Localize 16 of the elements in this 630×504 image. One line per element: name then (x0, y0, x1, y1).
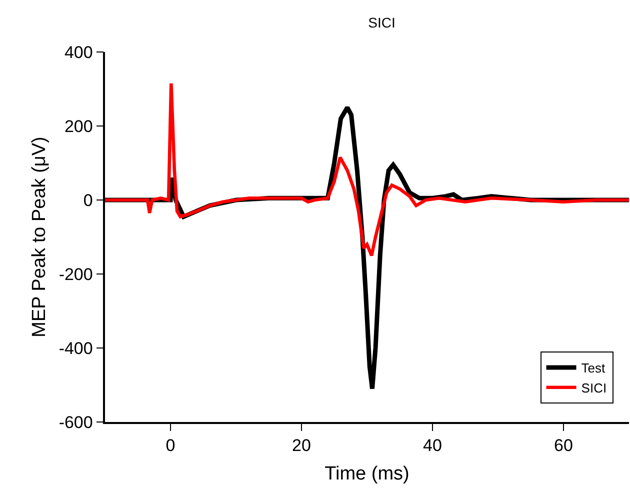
legend-label: Test (581, 360, 606, 376)
y-tick-label: -600 (58, 412, 93, 432)
chart-title: SICI (368, 14, 396, 30)
y-tick-label: 0 (83, 190, 93, 210)
y-tick-label: -400 (58, 338, 93, 358)
x-axis-title: Time (ms) (324, 463, 410, 484)
y-axis-title: MEP Peak to Peak (μV) (29, 136, 50, 338)
line-series (105, 82, 629, 258)
x-tick-label: 0 (166, 436, 176, 456)
y-tick-label: -200 (58, 264, 93, 284)
x-tick-label: 40 (423, 436, 442, 456)
y-tick-label: 200 (64, 116, 93, 136)
x-tick-label: 60 (554, 436, 573, 456)
x-tick-label: 20 (292, 436, 311, 456)
legend-label: SICI (581, 380, 607, 396)
y-tick-label: 400 (64, 42, 93, 62)
